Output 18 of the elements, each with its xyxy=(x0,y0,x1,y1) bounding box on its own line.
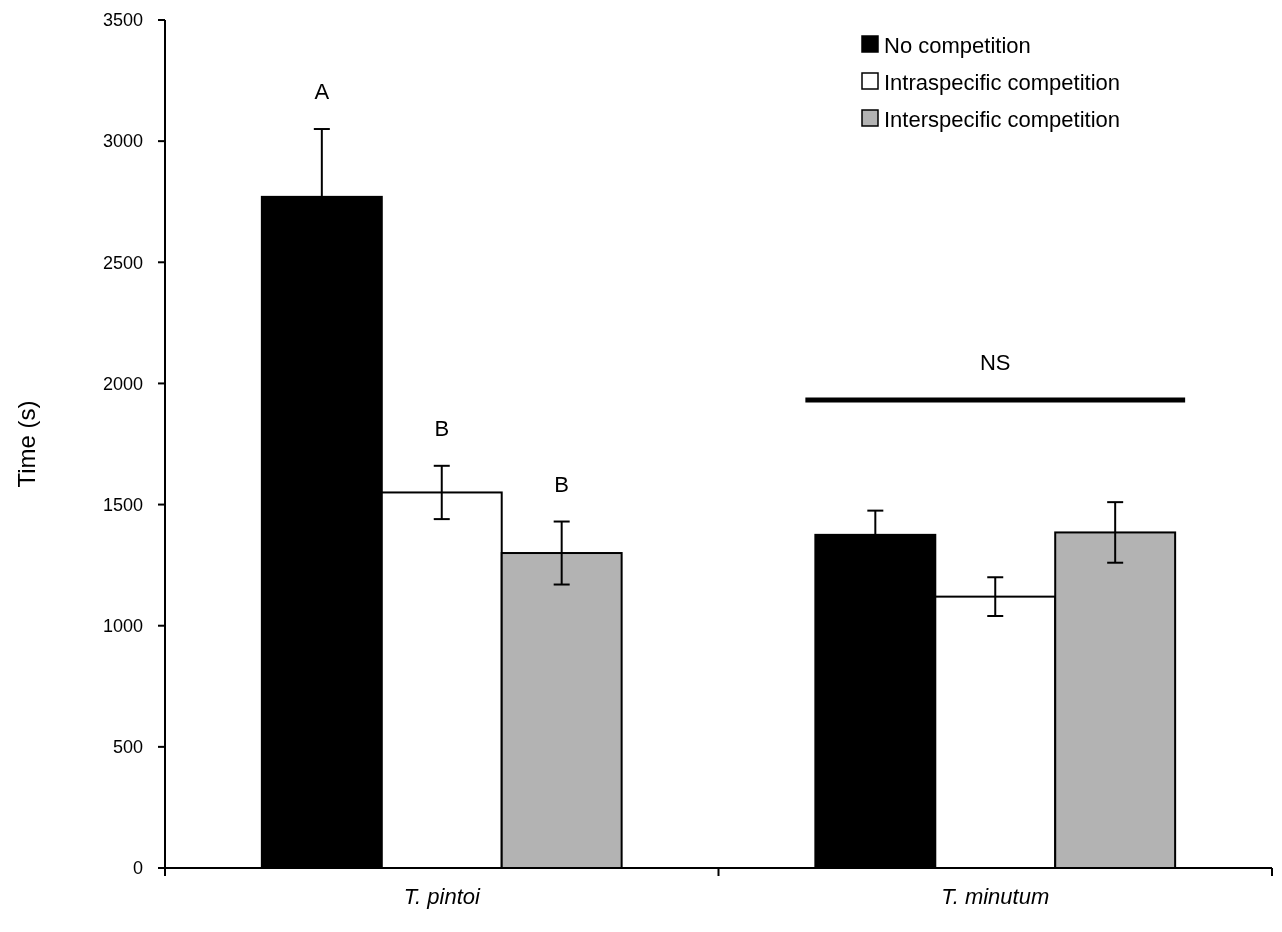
x-tick-label: T. pintoi xyxy=(403,884,481,909)
y-tick-label: 1000 xyxy=(102,616,143,637)
annotation: NS xyxy=(979,350,1011,375)
y-tick-label: 1500 xyxy=(102,494,143,515)
annotation: B xyxy=(434,415,450,441)
annotation: A xyxy=(314,79,330,105)
legend-label: Interspecific competition xyxy=(884,106,1120,132)
y-tick-label: 500 xyxy=(112,737,143,758)
x-tick-label: T. minutum xyxy=(941,884,1050,909)
y-tick-label: 2500 xyxy=(102,252,143,273)
y-axis-title: Time (s) xyxy=(13,400,40,488)
legend-label: Intraspecific competition xyxy=(884,69,1120,95)
y-tick-label: 3000 xyxy=(102,131,143,152)
legend-label: No competition xyxy=(884,32,1031,58)
y-tick-label: 3500 xyxy=(102,10,143,31)
annotation: B xyxy=(554,471,570,497)
y-tick-label: 2000 xyxy=(102,373,143,394)
y-tick-label: 0 xyxy=(132,858,143,879)
